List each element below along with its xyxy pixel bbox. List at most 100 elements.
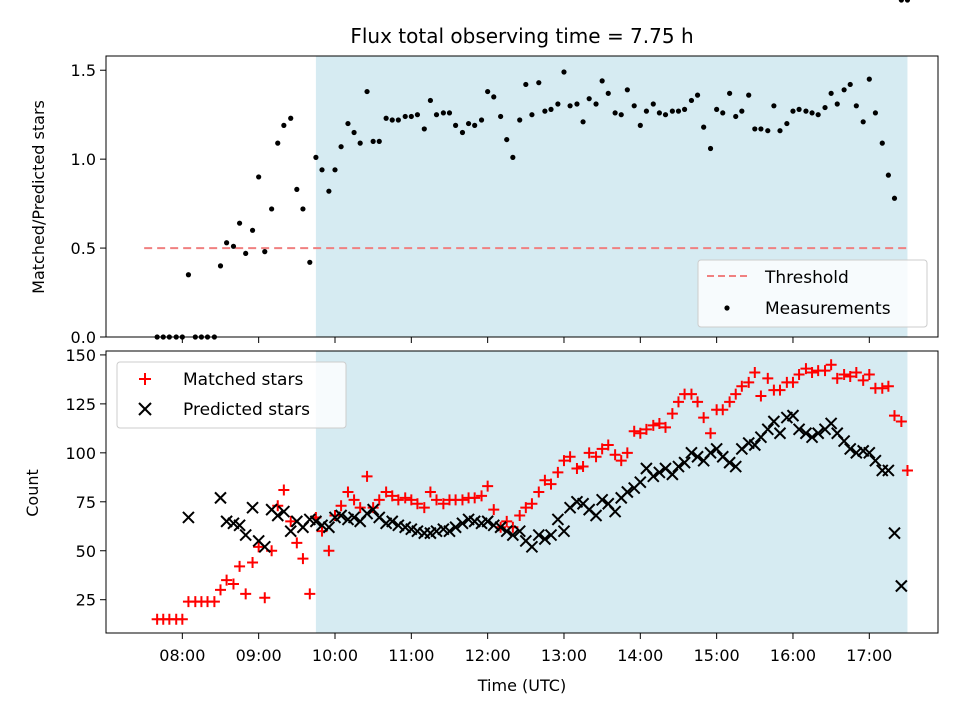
measurement-point — [790, 108, 796, 114]
predicted-stars-point — [653, 466, 666, 479]
measurement-point — [580, 119, 586, 125]
matched-stars-point — [888, 410, 900, 422]
predicted-stars-point — [525, 540, 539, 554]
y-tick-label: 100 — [65, 444, 96, 463]
matched-stars-point — [895, 416, 907, 427]
predicted-stars-point — [704, 446, 717, 460]
matched-stars-point — [628, 425, 640, 437]
predicted-stars-point — [792, 423, 806, 436]
matched-stars-point — [717, 404, 729, 416]
matched-stars-point — [602, 439, 614, 451]
measurement-point — [395, 117, 401, 123]
matched-stars-point — [386, 490, 398, 502]
predicted-stars-point — [685, 446, 698, 460]
matched-stars-point — [247, 557, 259, 568]
count-y-axis-ticks: 25 50 75 100 125 150 — [65, 346, 106, 610]
matched-stars-point — [424, 486, 436, 498]
matched-stars-point — [380, 486, 392, 498]
count-panel: 25 50 75 100 125 150 08:00 09:00 10:00 11:00 12:0… — [23, 346, 939, 695]
predicted-stars-point — [767, 415, 781, 428]
measurement-point — [364, 88, 370, 95]
matched-stars-point — [698, 412, 710, 424]
predicted-stars-point — [500, 524, 513, 538]
x-tick-label: 16:00 — [770, 646, 816, 665]
predicted-stars-point — [595, 493, 609, 507]
measurement-point — [586, 96, 592, 102]
predicted-stars-point — [315, 519, 329, 532]
matched-stars-point — [488, 504, 500, 516]
measurement-point — [631, 103, 637, 109]
predicted-stars-point — [888, 526, 901, 540]
measurement-point — [834, 101, 840, 107]
matched-stars-point — [476, 490, 488, 502]
matched-stars-point — [501, 515, 513, 527]
measurement-point — [803, 108, 809, 114]
measurement-point — [822, 104, 828, 111]
ratio-panel: 0.0 0.5 1.0 1.5 Flux total observing time =… — [29, 0, 939, 347]
x-tick-label: 15:00 — [694, 646, 740, 665]
predicted-stars-point — [347, 511, 361, 524]
predicted-stars-point — [258, 540, 271, 554]
count-y-axis-label: Count — [23, 469, 42, 517]
matched-stars-point — [850, 367, 862, 379]
matched-stars-point — [577, 461, 589, 473]
predicted-stars-point — [449, 521, 462, 534]
matched-stars-point — [901, 464, 913, 476]
matched-stars-point — [793, 369, 805, 380]
predicted-stars-point — [729, 460, 742, 473]
y-tick-label: 50 — [76, 542, 96, 561]
x-tick-label: 14:00 — [617, 646, 663, 665]
matched-stars-point — [176, 613, 188, 625]
predicted-stars-point — [366, 503, 380, 516]
measurement-point — [707, 145, 714, 152]
measurement-point — [269, 206, 275, 212]
measurement-point — [408, 113, 414, 120]
measurement-point — [694, 92, 701, 98]
measurement-point — [777, 128, 783, 134]
measurement-point — [517, 117, 523, 123]
matched-stars-point — [392, 494, 404, 506]
measurement-point — [529, 112, 535, 118]
predicted-stars-point — [513, 524, 526, 538]
measurement-point — [720, 110, 726, 116]
measurement-point — [433, 112, 440, 118]
y-tick-label: 1.0 — [71, 150, 96, 169]
matched-stars-point — [399, 492, 411, 504]
matched-stars-point — [749, 367, 761, 379]
matched-stars-point — [533, 486, 545, 498]
count-axes-frame — [105, 350, 939, 634]
ratio-axes-frame — [105, 55, 939, 338]
measurement-point — [727, 90, 733, 96]
measurement-point — [249, 227, 256, 233]
measurement-point — [427, 97, 434, 104]
measurement-points — [154, 0, 911, 340]
matched-stars-point — [844, 370, 856, 382]
predicted-stars-point — [182, 511, 195, 524]
measurement-point — [389, 117, 395, 123]
y-tick-label: 125 — [65, 395, 96, 414]
predicted-stars-point — [805, 430, 819, 444]
matched-stars-point — [724, 396, 736, 408]
measurement-point — [904, 0, 911, 3]
measurement-point — [243, 250, 249, 257]
measurements-legend-swatch — [724, 305, 730, 311]
matched-stars-point — [437, 498, 449, 510]
matched-stars-point — [692, 396, 704, 408]
measurement-point — [618, 112, 624, 118]
measurement-point — [656, 110, 662, 116]
matched-stars-point — [335, 500, 347, 512]
predicted-stars-point — [214, 491, 227, 505]
matched-stars-point — [743, 376, 755, 388]
x-axis-label: Time (UTC) — [477, 676, 566, 695]
matched-stars-point — [329, 510, 341, 521]
predicted-stars-point — [824, 417, 838, 430]
x-tick-label: 12:00 — [465, 646, 511, 665]
measurement-point — [561, 69, 567, 75]
ratio-y-axis-label: Matched/Predicted stars — [29, 100, 48, 294]
predicted-stars-point — [430, 524, 443, 538]
measurement-point — [701, 124, 707, 130]
predicted-stars-point — [481, 515, 494, 528]
matched-stars-point — [800, 363, 812, 375]
predicted-stars-point — [710, 442, 723, 456]
